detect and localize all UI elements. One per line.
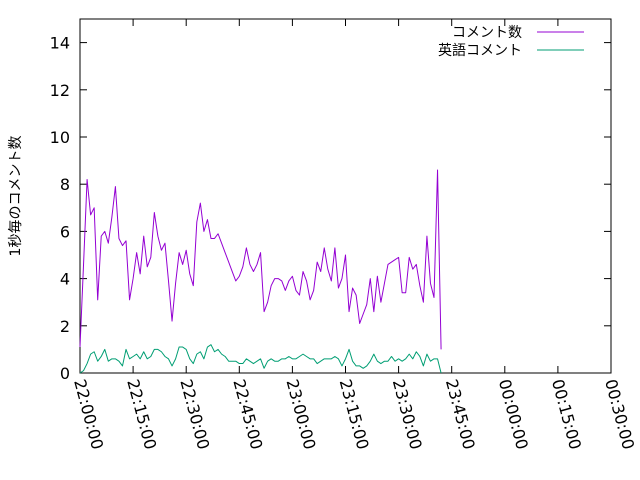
series-line-2	[79, 344, 442, 374]
y-tick-label: 12	[50, 81, 70, 100]
legend-label-2: 英語コメント	[438, 42, 522, 59]
legend-label-1: コメント数	[452, 25, 522, 41]
y-tick-label: 0	[60, 364, 70, 383]
y-axis-title: 1秒毎のコメント数	[8, 136, 24, 257]
y-tick-label: 14	[50, 34, 70, 53]
y-tick-label: 8	[60, 175, 70, 194]
y-tick-label: 6	[60, 222, 70, 241]
y-tick-label: 4	[60, 270, 70, 289]
y-tick-label: 2	[60, 317, 70, 336]
y-tick-label: 10	[50, 128, 70, 147]
series-line-1	[79, 169, 442, 350]
